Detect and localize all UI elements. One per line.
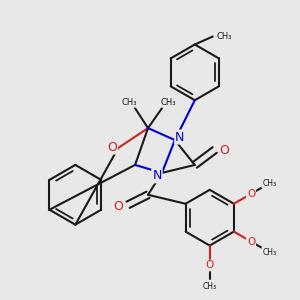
Text: CH₃: CH₃ [160, 98, 176, 107]
Text: O: O [113, 200, 123, 213]
Text: CH₃: CH₃ [217, 32, 233, 41]
Text: O: O [220, 143, 230, 157]
Text: O: O [247, 237, 255, 247]
Text: O: O [206, 260, 214, 271]
Text: N: N [175, 130, 184, 144]
Text: O: O [107, 140, 117, 154]
Text: CH₃: CH₃ [203, 282, 217, 291]
Text: CH₃: CH₃ [262, 179, 276, 188]
Text: O: O [247, 189, 255, 199]
Text: N: N [152, 169, 162, 182]
Text: CH₃: CH₃ [121, 98, 137, 107]
Text: CH₃: CH₃ [262, 248, 276, 256]
